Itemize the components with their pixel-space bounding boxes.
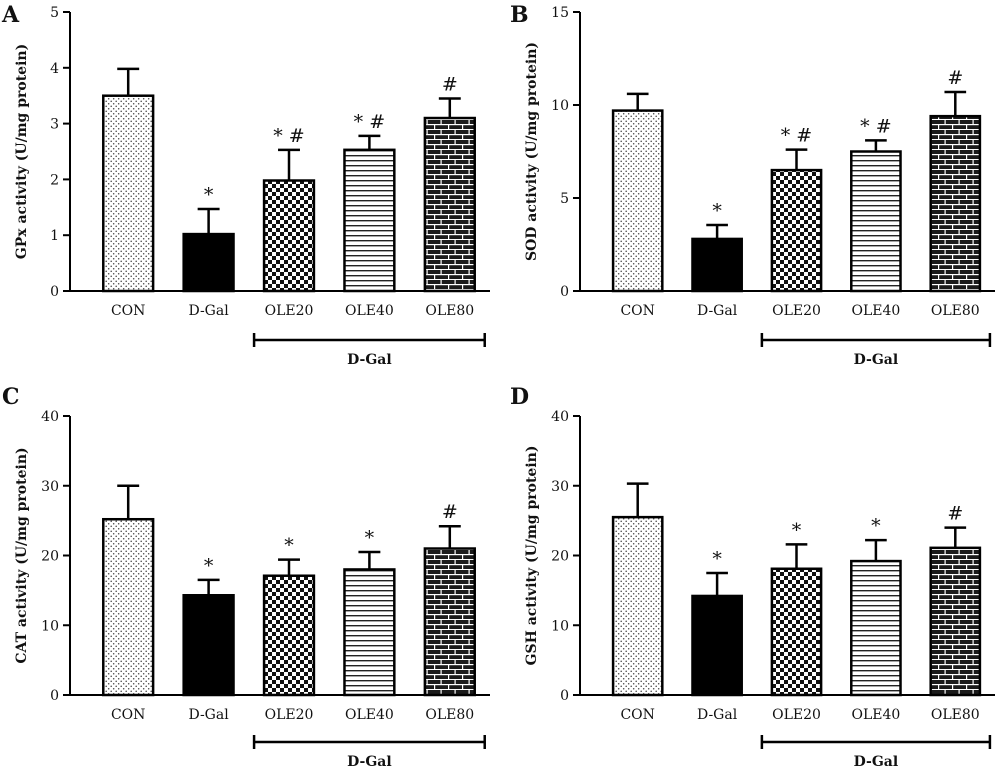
y-tick-label: 40 <box>41 409 59 425</box>
y-tick-label: 10 <box>551 98 569 114</box>
significance-mark: * <box>204 555 214 577</box>
bar-ole80 <box>929 114 982 293</box>
bar-ole20 <box>262 179 316 293</box>
bar-ole20 <box>770 567 823 697</box>
chart-panel-a: A GPx activity (U/mg protein) 0 1 2 3 4 5 CON D-G… <box>1 2 490 368</box>
x-tick-label: CON <box>111 303 145 319</box>
panel-label: D <box>510 384 529 410</box>
bar-d-gal <box>182 594 235 697</box>
y-tick-label: 3 <box>50 117 59 133</box>
bar-con <box>102 517 155 697</box>
chart-panel-c: C CAT activity (U/mg protein) 0 10 20 30 40 CON… <box>2 384 490 770</box>
y-tick-label: 0 <box>560 688 569 704</box>
y-tick-label: 30 <box>551 479 569 495</box>
y-tick-label: 20 <box>41 549 59 565</box>
bar-ole80 <box>423 547 476 697</box>
x-tick-label: OLE80 <box>425 303 474 319</box>
significance-mark: # <box>442 501 458 523</box>
x-tick-label: D-Gal <box>188 707 229 723</box>
bar-ole20 <box>770 168 823 293</box>
y-tick-label: 5 <box>560 191 569 207</box>
y-tick-label: 10 <box>41 618 59 634</box>
significance-mark: * <box>871 515 881 537</box>
significance-mark: * <box>365 527 375 549</box>
bar-ole80 <box>423 116 476 293</box>
x-tick-label: OLE20 <box>772 707 821 723</box>
group-label: D-Gal <box>854 352 899 368</box>
y-tick-label: 4 <box>50 61 59 77</box>
significance-mark: * # <box>273 125 304 147</box>
bar-ole20 <box>262 574 316 697</box>
bar-con <box>611 515 664 697</box>
significance-mark: * <box>792 519 802 541</box>
x-tick-label: OLE40 <box>851 303 900 319</box>
bar-ole80 <box>929 546 982 697</box>
significance-mark: * <box>284 535 294 557</box>
x-tick-label: OLE40 <box>345 707 394 723</box>
y-tick-label: 0 <box>50 284 59 300</box>
significance-mark: * <box>712 200 722 222</box>
panel-label: B <box>510 2 529 28</box>
y-axis-label: SOD activity (U/mg protein) <box>524 42 540 261</box>
group-label: D-Gal <box>854 754 899 770</box>
y-tick-label: 2 <box>50 172 59 188</box>
x-tick-label: D-Gal <box>697 303 738 319</box>
panel-label: A <box>1 2 20 28</box>
y-tick-label: 5 <box>50 5 59 21</box>
group-label: D-Gal <box>347 352 392 368</box>
x-tick-label: OLE20 <box>265 707 314 723</box>
significance-mark: # <box>947 67 963 89</box>
x-tick-label: D-Gal <box>188 303 229 319</box>
y-axis-label: CAT activity (U/mg protein) <box>14 447 30 663</box>
y-tick-label: 1 <box>50 228 59 244</box>
bar-d-gal <box>182 232 235 293</box>
bar-ole40 <box>850 150 902 293</box>
x-tick-label: OLE40 <box>851 707 900 723</box>
chart-panel-b: B SOD activity (U/mg protein) 0 5 10 15 CON D-G… <box>510 2 995 368</box>
significance-mark: * # <box>860 115 891 137</box>
significance-mark: * # <box>354 111 385 133</box>
significance-mark: * <box>712 548 722 570</box>
y-axis-label: GPx activity (U/mg protein) <box>14 44 30 259</box>
y-axis-label: GSH activity (U/mg protein) <box>524 446 540 666</box>
y-tick-label: 30 <box>41 479 59 495</box>
x-tick-label: OLE20 <box>265 303 314 319</box>
panel-label: C <box>2 384 20 410</box>
bar-ole40 <box>343 568 396 697</box>
x-tick-label: OLE80 <box>425 707 474 723</box>
x-tick-label: OLE80 <box>931 707 980 723</box>
x-tick-label: CON <box>620 707 654 723</box>
y-tick-label: 15 <box>551 5 569 21</box>
group-label: D-Gal <box>347 754 392 770</box>
y-tick-label: 10 <box>551 618 569 634</box>
bar-con <box>102 94 155 293</box>
bar-d-gal <box>691 594 743 697</box>
x-tick-label: D-Gal <box>697 707 738 723</box>
bar-ole40 <box>850 559 902 697</box>
significance-mark: # <box>442 73 458 95</box>
significance-mark: * <box>204 184 214 206</box>
x-tick-label: OLE40 <box>345 303 394 319</box>
x-tick-label: OLE20 <box>772 303 821 319</box>
significance-mark: * # <box>781 125 812 147</box>
x-tick-label: OLE80 <box>931 303 980 319</box>
y-tick-label: 40 <box>551 409 569 425</box>
y-tick-label: 0 <box>50 688 59 704</box>
y-tick-label: 20 <box>551 549 569 565</box>
significance-mark: # <box>947 503 963 525</box>
x-tick-label: CON <box>111 707 145 723</box>
bar-con <box>611 109 664 293</box>
x-tick-label: CON <box>620 303 654 319</box>
bar-d-gal <box>691 237 743 293</box>
bar-ole40 <box>343 148 396 293</box>
chart-panel-d: D GSH activity (U/mg protein) 0 10 20 30 40 CON… <box>510 384 995 770</box>
y-tick-label: 0 <box>560 284 569 300</box>
